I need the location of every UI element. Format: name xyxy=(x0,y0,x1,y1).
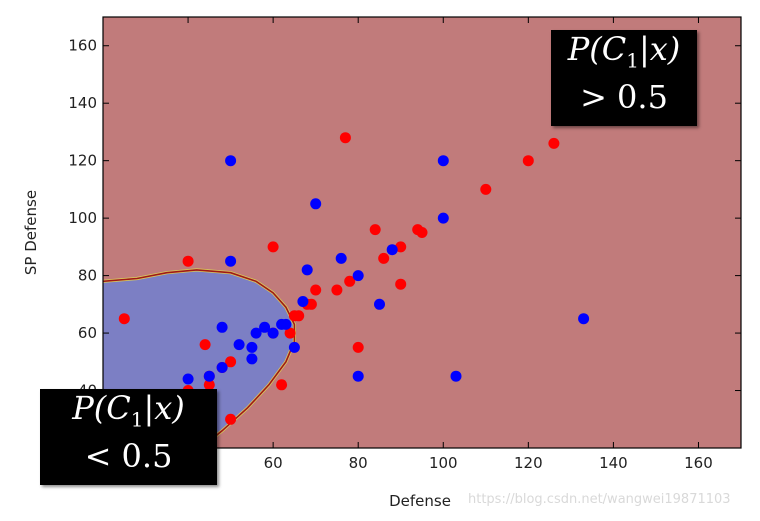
blue-point-10 xyxy=(267,327,279,339)
y-axis-label: SP Defense xyxy=(22,190,40,275)
x-tick-label-120: 120 xyxy=(514,454,543,472)
blue-point-20 xyxy=(374,298,385,310)
red-point-22 xyxy=(480,183,492,195)
blue-point-25 xyxy=(578,313,590,325)
x-tick-label-60: 60 xyxy=(264,454,283,472)
blue-point-4 xyxy=(225,155,237,167)
red-point-11 xyxy=(310,284,322,296)
blue-point-21 xyxy=(386,244,398,256)
blue-point-22 xyxy=(437,155,449,167)
probability-high-formula: P(C1|x) xyxy=(567,30,681,73)
y-tick-label-120: 120 xyxy=(68,152,97,170)
blue-point-6 xyxy=(233,339,245,351)
blue-point-5 xyxy=(225,255,237,267)
x-tick-label-80: 80 xyxy=(349,454,368,472)
red-point-15 xyxy=(352,341,364,353)
probability-low-condition: < 0.5 xyxy=(84,437,173,476)
red-point-3 xyxy=(267,241,279,253)
blue-point-9 xyxy=(250,327,262,339)
boundary-line xyxy=(102,269,296,449)
blue-point-16 xyxy=(310,198,322,210)
y-tick-label-60: 60 xyxy=(78,324,97,342)
blue-point-12 xyxy=(280,318,292,330)
blue-point-23 xyxy=(437,212,449,224)
plot-frame xyxy=(102,16,742,449)
red-point-10 xyxy=(305,298,317,310)
blue-point-3 xyxy=(216,362,228,373)
y-tick-label-160: 160 xyxy=(68,37,97,55)
y-tick-label-140: 140 xyxy=(68,94,97,112)
red-point-19 xyxy=(395,278,407,290)
watermark-text: https://blog.csdn.net/wangwei19871103 xyxy=(468,492,731,507)
red-point-6 xyxy=(284,327,296,339)
red-point-5 xyxy=(276,379,288,391)
red-point-34 xyxy=(225,356,237,368)
blue-point-2 xyxy=(216,321,228,333)
blue-point-26 xyxy=(259,321,271,333)
blue-point-15 xyxy=(301,264,313,276)
red-point-18 xyxy=(395,241,407,253)
red-point-23 xyxy=(522,155,534,167)
y-tick-label-100: 100 xyxy=(68,209,97,227)
blue-point-27 xyxy=(203,370,215,382)
red-point-2 xyxy=(225,413,237,425)
y-tick-label-80: 80 xyxy=(78,267,97,285)
probability-low-formula: P(C1|x) xyxy=(72,389,185,432)
blue-point-7 xyxy=(246,341,258,353)
red-point-30 xyxy=(199,339,211,351)
blue-point-13 xyxy=(288,341,300,353)
red-point-17 xyxy=(378,252,390,264)
red-point-31 xyxy=(203,379,215,391)
blue-point-24 xyxy=(450,370,462,382)
red-point-12 xyxy=(331,284,343,296)
x-tick-label-160: 160 xyxy=(684,454,713,472)
x-axis-label: Defense xyxy=(389,492,451,510)
x-tick-label-100: 100 xyxy=(429,454,458,472)
blue-point-18 xyxy=(352,270,364,282)
probability-low-annotation: P(C1|x) < 0.5 xyxy=(40,389,217,485)
red-point-8 xyxy=(293,310,305,322)
blue-point-14 xyxy=(297,296,309,307)
red-point-16 xyxy=(369,224,381,236)
plot-border xyxy=(102,16,742,449)
probability-high-annotation: P(C1|x) > 0.5 xyxy=(551,30,697,126)
red-point-24 xyxy=(548,137,560,149)
red-point-13 xyxy=(339,132,351,144)
blue-point-17 xyxy=(335,252,347,264)
red-point-0 xyxy=(118,313,130,325)
red-point-21 xyxy=(416,227,428,238)
blue-point-1 xyxy=(182,373,194,385)
data-points xyxy=(118,132,590,425)
red-point-14 xyxy=(344,275,356,287)
blue-point-8 xyxy=(246,353,258,365)
x-tick-label-140: 140 xyxy=(599,454,628,472)
blue-point-19 xyxy=(352,370,364,382)
red-point-1 xyxy=(182,255,194,267)
probability-high-condition: > 0.5 xyxy=(580,78,668,117)
